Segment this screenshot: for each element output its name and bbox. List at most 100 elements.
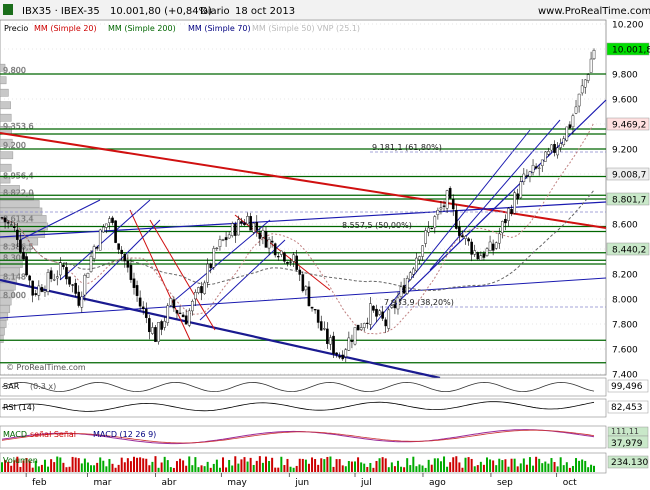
uptrend-outer <box>369 129 531 331</box>
blue-channel-d <box>199 239 286 321</box>
candle-body <box>286 261 289 264</box>
volume-profile-bar <box>0 185 20 193</box>
candle-body <box>218 239 222 247</box>
candle-body <box>298 269 302 275</box>
x-tick-label: mar <box>94 478 112 488</box>
volume-bar <box>212 463 215 472</box>
candle-body <box>307 286 311 307</box>
volume-bar <box>148 465 151 472</box>
volume-bar <box>329 456 332 472</box>
candle-body <box>467 238 470 242</box>
volume-bar <box>400 466 403 472</box>
volume-bar <box>255 460 258 472</box>
y-tick-label: 9.469,2 <box>612 121 646 131</box>
candle-body <box>393 304 397 309</box>
volume-profile-bar <box>0 290 14 298</box>
volume-bar <box>495 465 498 472</box>
candle-body <box>92 246 96 259</box>
volume-bar <box>489 459 492 472</box>
volume-profile-bar <box>0 282 16 291</box>
candle-body <box>390 305 394 308</box>
site-label: www.ProRealTime.com <box>538 6 650 17</box>
volume-bar <box>587 467 590 472</box>
candle-body <box>418 256 421 260</box>
volume-bar <box>240 459 243 472</box>
candle-body <box>448 187 452 199</box>
candle-body <box>55 276 59 279</box>
candle-body <box>224 237 228 241</box>
candle-body <box>304 286 308 291</box>
y-tick-label: 7.600 <box>612 346 638 356</box>
volume-bar <box>151 461 154 472</box>
volume-bar <box>449 462 452 472</box>
volume-bar <box>498 458 501 472</box>
volume-bar <box>166 460 169 472</box>
candle-body <box>184 315 188 325</box>
volume-bar <box>581 459 584 472</box>
candle-body <box>353 327 357 345</box>
volume-bar <box>218 467 221 472</box>
volume-bar <box>292 467 295 472</box>
candle-body <box>531 165 535 173</box>
volume-bar <box>182 460 185 472</box>
candle-body <box>301 274 305 292</box>
volume-bar <box>31 467 34 472</box>
candle-body <box>86 273 90 278</box>
volume-bar <box>593 465 595 472</box>
volume-bar <box>363 463 366 472</box>
volume-bar <box>142 458 145 472</box>
candle-body <box>344 349 348 357</box>
candle-body <box>319 321 323 331</box>
volume-bar <box>486 457 489 472</box>
candle-body <box>154 327 157 342</box>
volume-profile-bar <box>0 335 4 343</box>
candle-body <box>574 106 578 114</box>
volume-profile-bar <box>0 138 13 147</box>
volume-bar <box>280 456 283 472</box>
candle-body <box>261 230 265 238</box>
candle-body <box>479 255 483 261</box>
candle-body <box>421 245 424 257</box>
candle-body <box>83 274 87 296</box>
volume-bar <box>228 459 231 472</box>
candle-body <box>473 250 477 255</box>
volume-bar <box>320 458 323 472</box>
rsi-label: RSI (14) <box>3 403 35 412</box>
candle-body <box>510 208 513 214</box>
candle-body <box>528 171 532 177</box>
pin-icon[interactable] <box>3 4 13 15</box>
candle-body <box>295 255 298 270</box>
sar-value: 99,496 <box>611 382 643 392</box>
y-tick-label: 10.200 <box>612 21 644 31</box>
rsi-line <box>1 401 595 412</box>
macd-main-label: MACD (12 26 9) <box>93 430 156 439</box>
candle-body <box>365 322 369 324</box>
y-tick-label: 8.600 <box>612 221 638 231</box>
legend-mm70: MM (Simple 70) <box>188 24 251 33</box>
uptrend-inner <box>429 119 561 271</box>
volume-label: Volumen <box>3 456 38 465</box>
candle-body <box>68 276 71 285</box>
volume-bar <box>252 464 255 472</box>
volume-bar <box>65 467 68 472</box>
candle-body <box>273 243 277 256</box>
volume-bar <box>222 457 225 472</box>
candle-body <box>221 239 225 241</box>
volume-bar <box>56 456 59 472</box>
volume-bar <box>443 456 446 472</box>
volume-bar <box>433 458 436 472</box>
watermark: © ProRealTime.com <box>6 363 86 372</box>
candle-body <box>556 147 559 156</box>
sar-line <box>1 381 595 393</box>
candle-body <box>412 268 415 275</box>
candle-body <box>280 250 283 255</box>
volume-bar <box>126 458 129 472</box>
candle-body <box>203 282 206 294</box>
volume-bar <box>43 459 46 472</box>
volume-bar <box>314 459 317 472</box>
red-channel-b <box>149 219 216 331</box>
volume-profile-bar <box>0 76 7 85</box>
mm70-line <box>1 122 595 335</box>
volume-bar <box>169 467 172 472</box>
volume-profile-bar <box>0 163 12 172</box>
